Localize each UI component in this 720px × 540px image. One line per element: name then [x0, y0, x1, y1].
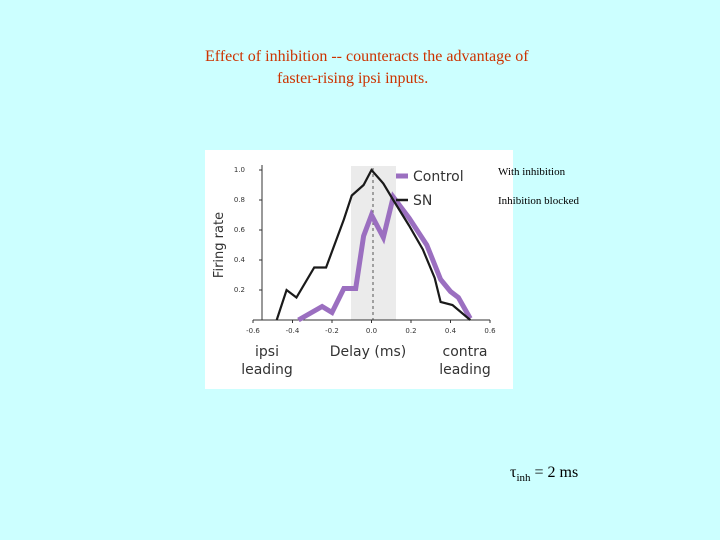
annotation: Inhibition blocked: [498, 195, 579, 207]
y-tick-label: 0.6: [234, 226, 246, 234]
chart: -0.6 -0.4 -0.2 0.0 0.2 0.4 0.6 0.2 0.4 0.6 0.8 1.0 F…: [205, 150, 513, 389]
x-end-label-line: contra: [443, 344, 488, 360]
title-line: faster-rising ipsi inputs.: [277, 70, 429, 87]
x-tick-label: -0.6: [246, 327, 260, 335]
y-tick-label: 1.0: [234, 166, 245, 174]
y-tick-label: 0.4: [234, 256, 246, 264]
x-tick-label: 0.0: [366, 327, 377, 335]
x-tick-label: 0.2: [405, 327, 416, 335]
series-line: [297, 191, 473, 323]
y-tick-label: 0.2: [234, 286, 245, 294]
x-tick-label: 0.4: [445, 327, 457, 335]
y-axis-label: Firing rate: [212, 212, 227, 278]
tau-label: τinh = 2 ms: [510, 464, 578, 484]
x-axis-label: Delay (ms): [330, 344, 406, 360]
x-end-label-line: leading: [439, 362, 491, 378]
x-end-label: ipsi leading: [241, 344, 293, 378]
tau-value: = 2 ms: [534, 464, 579, 481]
x-tick-label: -0.2: [325, 327, 339, 335]
legend-label: Control: [413, 169, 464, 185]
x-tick-label: -0.4: [286, 327, 300, 335]
title-line: Effect of inhibition -- counteracts the …: [205, 48, 529, 65]
x-end-label-line: leading: [241, 362, 293, 378]
series-line: [275, 168, 471, 321]
x-end-label: contra leading: [439, 344, 491, 378]
y-tick-label: 0.8: [234, 196, 245, 204]
x-tick-label: 0.6: [484, 327, 496, 335]
annotation: With inhibition: [498, 166, 566, 178]
x-end-label-line: ipsi: [255, 344, 279, 360]
tau-symbol: τ: [510, 464, 517, 481]
tau-subscript: inh: [516, 472, 531, 485]
legend-label: SN: [413, 193, 432, 209]
